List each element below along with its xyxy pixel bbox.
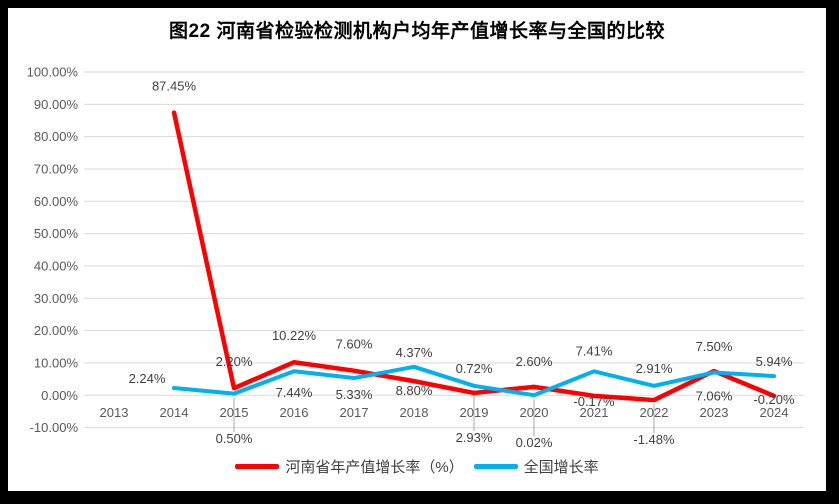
data-label-henan: -0.20%	[753, 392, 795, 407]
x-axis-tick-label: 2019	[460, 405, 489, 420]
y-axis-tick-label: 100.00%	[27, 65, 79, 80]
legend-item-henan: 河南省年产值增长率（%）	[235, 456, 464, 477]
y-axis-tick-label: 60.00%	[34, 194, 79, 209]
data-label-national: 5.94%	[756, 354, 793, 369]
data-label-national: 7.44%	[276, 385, 313, 400]
data-label-national: 5.33%	[336, 387, 373, 402]
data-label-henan: 7.50%	[696, 339, 733, 354]
x-axis-tick-label: 2013	[100, 405, 129, 420]
data-label-national: 7.41%	[576, 343, 613, 358]
data-label-national: 0.50%	[216, 431, 253, 446]
y-axis-tick-label: 20.00%	[34, 323, 79, 338]
x-axis-tick-label: 2017	[340, 405, 369, 420]
x-axis-tick-label: 2022	[640, 405, 669, 420]
legend-swatch-national-line	[473, 463, 518, 469]
x-axis-tick-label: 2020	[520, 405, 549, 420]
data-label-henan: 7.60%	[336, 337, 373, 352]
y-axis-tick-label: 30.00%	[34, 291, 79, 306]
y-axis-tick-label: 50.00%	[34, 226, 79, 241]
data-label-henan: 4.37%	[396, 345, 433, 360]
y-axis-tick-label: 10.00%	[34, 355, 79, 370]
data-label-henan: -1.48%	[633, 432, 675, 447]
data-label-henan: 10.22%	[272, 328, 317, 343]
y-axis-tick-label: 90.00%	[34, 97, 79, 112]
y-axis-tick-label: 0.00%	[41, 388, 78, 403]
chart-title: 图22 河南省检验检测机构户均年产值增长率与全国的比较	[169, 21, 665, 42]
chart-canvas	[8, 8, 826, 491]
series-line-national	[172, 364, 776, 398]
series-line-henan	[171, 110, 777, 403]
x-axis-tick-label: 2016	[280, 405, 309, 420]
legend: 河南省年产值增长率（%） 全国增长率	[8, 454, 826, 478]
data-label-national: 7.06%	[696, 388, 733, 403]
y-axis-tick-label: -10.00%	[30, 420, 79, 435]
y-axis-tick-label: 80.00%	[34, 129, 79, 144]
y-axis-tick-label: 40.00%	[34, 258, 79, 273]
x-axis-tick-label: 2024	[760, 405, 789, 420]
x-axis-tick-label: 2015	[220, 405, 249, 420]
data-label-national: 8.80%	[396, 383, 433, 398]
data-label-henan: -0.17%	[573, 394, 615, 409]
data-label-national: 0.02%	[516, 435, 553, 450]
data-label-henan: 2.60%	[516, 354, 553, 369]
x-axis-tick-label: 2021	[580, 405, 609, 420]
legend-item-national: 全国增长率	[473, 456, 599, 477]
x-axis-tick-label: 2014	[160, 405, 189, 420]
data-label-national: 2.24%	[129, 371, 166, 386]
data-label-henan: 0.72%	[456, 361, 493, 376]
legend-swatch-henan-line	[235, 463, 280, 469]
x-axis-tick-label: 2018	[400, 405, 429, 420]
x-axis-tick-label: 2023	[700, 405, 729, 420]
y-axis-tick-label: 70.00%	[34, 161, 79, 176]
legend-label-henan: 河南省年产值增长率（%）	[285, 458, 464, 476]
data-label-henan: 2.20%	[216, 354, 253, 369]
data-label-national: 2.93%	[456, 430, 493, 445]
data-label-henan: 87.45%	[152, 79, 197, 94]
legend-label-national: 全国增长率	[523, 458, 599, 476]
data-label-national: 2.91%	[636, 361, 673, 376]
